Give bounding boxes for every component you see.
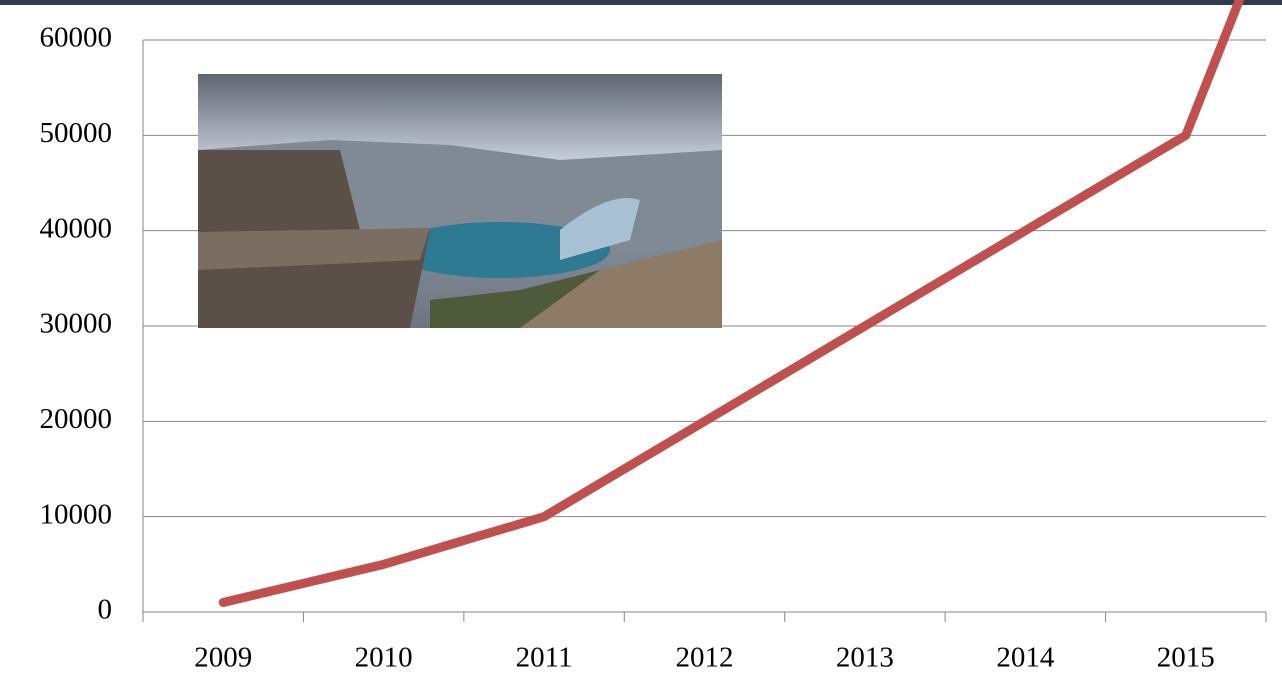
y-tick-label: 0 <box>98 594 113 626</box>
y-tick-label: 10000 <box>40 498 113 530</box>
x-tick-label: 2009 <box>194 642 252 674</box>
top-band <box>0 0 1282 5</box>
y-tick-label: 40000 <box>40 212 113 244</box>
y-tick-label: 50000 <box>40 117 113 149</box>
photo <box>198 74 722 328</box>
data-line <box>218 0 1245 607</box>
x-tick-label: 2014 <box>996 642 1055 674</box>
x-tick-label: 2010 <box>355 642 413 674</box>
y-tick-label: 30000 <box>40 308 113 340</box>
x-tick-label: 2012 <box>676 642 734 674</box>
x-tick-label: 2015 <box>1157 642 1215 674</box>
y-tick-label: 60000 <box>40 22 113 54</box>
x-tick-label: 2013 <box>836 642 894 674</box>
x-tick-label: 2011 <box>516 642 573 674</box>
y-tick-label: 20000 <box>40 403 113 435</box>
